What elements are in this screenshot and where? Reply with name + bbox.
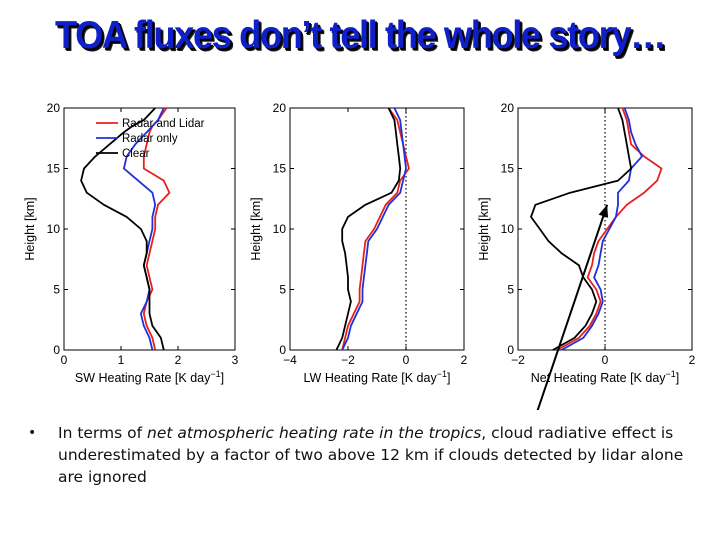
slide-title: TOA fluxes don’t tell the whole story… [54,14,666,57]
x-tick-label: −2 [511,353,525,367]
chart-panel-1: 0 1 2 3 0 5 10 15 20 SW Heating Rate [K day−1] Hei… [23,101,239,385]
x-axis-label: LW Heating Rate [K day−1] [304,369,451,385]
bullet-text-lead: In terms of [58,424,148,442]
x-tick-label: 0 [602,353,609,367]
bullet-point: • In terms of net atmospheric heating ra… [28,422,698,488]
y-tick-label: 0 [53,343,60,357]
legend-label-radar-only: Radar only [122,133,178,145]
x-tick-label: 1 [118,353,125,367]
series-line-radar-only [341,107,407,351]
x-axis-label-close: ] [221,371,224,385]
x-axis-label: Net Heating Rate [K day−1] [531,369,680,385]
series-line-radar-only [561,107,643,351]
bullet-text-emphasis: net atmospheric heating rate in the trop… [147,424,482,442]
y-axis-label: Height [km] [249,197,263,260]
y-tick-label: 15 [273,162,287,176]
y-tick-label: 0 [279,343,286,357]
x-axis-label-close: ] [676,371,679,385]
y-tick-label: 5 [279,283,286,297]
bullet-text-rest: , cloud radiative effect is underestimat… [58,424,684,486]
y-tick-label: 20 [273,101,287,115]
legend-label-clear: Clear [122,148,150,160]
chart-legend: Radar and Lidar Radar only Clear [96,118,205,160]
y-tick-label: 0 [507,343,514,357]
bullet-symbol: • [28,425,37,441]
y-tick-label: 20 [47,101,61,115]
x-tick-label: 0 [403,353,410,367]
bullet-text: In terms of net atmospheric heating rate… [58,422,698,488]
annotation-arrow-head [598,204,609,218]
y-tick-label: 5 [53,283,60,297]
y-tick-label: 10 [501,222,515,236]
x-axis-label-superscript: −1 [666,369,676,379]
y-tick-label: 5 [507,283,514,297]
y-tick-label: 20 [501,101,515,115]
x-axis-label-close: ] [447,371,450,385]
x-axis-label: SW Heating Rate [K day−1] [75,369,224,385]
series-line-radar-and-lidar [556,107,663,351]
series-line-radar-and-lidar [142,107,171,351]
series-line-radar-only [123,107,165,351]
x-axis-label-superscript: −1 [210,369,220,379]
x-axis-label-text: LW Heating Rate [K day [304,371,438,385]
y-axis-label: Height [km] [477,197,491,260]
y-tick-label: 15 [47,162,61,176]
x-tick-label: 2 [175,353,182,367]
x-tick-label: 2 [689,353,696,367]
x-tick-label: 0 [61,353,68,367]
x-tick-label: 3 [232,353,239,367]
x-axis-label-text: Net Heating Rate [K day [531,371,667,385]
series-line-clear [530,107,632,351]
annotation-arrow-shaft [536,204,609,410]
y-tick-label: 10 [47,222,61,236]
series-line-clear [335,107,402,351]
legend-label-radar-and-lidar: Radar and Lidar [122,118,205,130]
x-axis-label-superscript: −1 [437,369,447,379]
y-tick-label: 10 [273,222,287,236]
x-axis-label-text: SW Heating Rate [K day [75,371,211,385]
y-axis-label: Height [km] [23,197,37,260]
x-tick-label: −2 [341,353,355,367]
x-tick-label: −4 [283,353,297,367]
y-tick-label: 15 [501,162,515,176]
series-line-radar-and-lidar [341,107,410,351]
x-tick-label: 2 [461,353,468,367]
